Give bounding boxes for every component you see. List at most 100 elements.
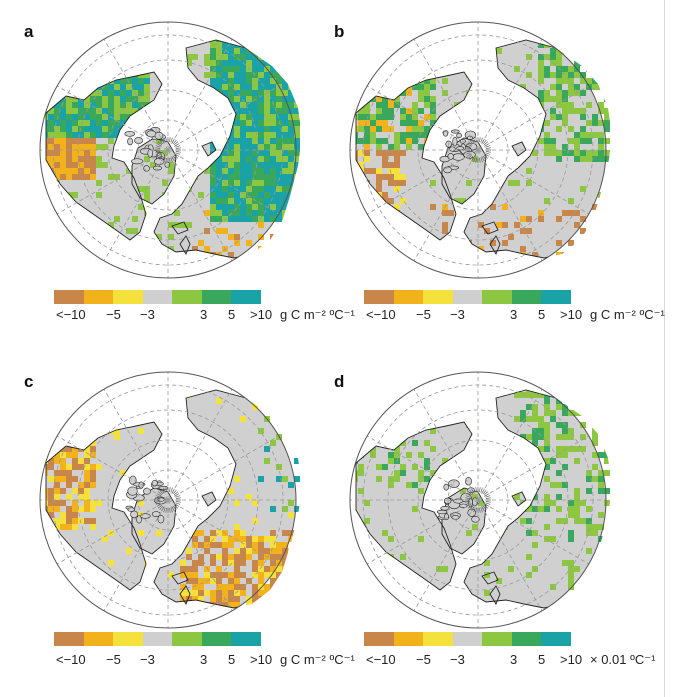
data-cell xyxy=(604,84,610,90)
data-cell xyxy=(114,114,120,120)
meridian-line xyxy=(167,435,280,501)
data-cell xyxy=(90,126,96,132)
data-cell xyxy=(252,18,258,24)
data-cell xyxy=(544,150,550,156)
data-cell xyxy=(556,240,562,246)
data-cell xyxy=(210,168,216,174)
data-cell xyxy=(204,548,210,554)
data-cell xyxy=(66,18,72,24)
data-cell xyxy=(258,542,264,548)
coastline-iceland xyxy=(171,571,189,585)
data-cell xyxy=(180,590,186,596)
data-cell xyxy=(364,590,370,596)
data-cell xyxy=(478,222,484,228)
data-cell xyxy=(234,620,240,626)
data-cell xyxy=(370,114,376,120)
data-cell xyxy=(264,446,270,452)
pole-tick xyxy=(473,507,476,513)
data-cell xyxy=(264,374,270,380)
data-cell xyxy=(288,428,294,434)
data-cell xyxy=(382,30,388,36)
data-cell xyxy=(46,246,48,252)
data-cell xyxy=(72,464,78,470)
data-cell xyxy=(228,54,234,60)
data-cell xyxy=(246,120,252,126)
data-cell xyxy=(412,18,418,24)
data-cell xyxy=(48,18,54,24)
data-cell xyxy=(246,390,252,392)
data-cell xyxy=(592,584,598,590)
data-cell xyxy=(356,42,358,48)
data-cell xyxy=(562,482,568,488)
data-cell xyxy=(568,84,574,90)
pole-tick xyxy=(171,156,175,162)
data-cell xyxy=(538,54,544,60)
data-cell xyxy=(418,470,424,476)
data-cell xyxy=(132,18,138,24)
data-cell xyxy=(48,422,54,428)
data-cell xyxy=(228,234,234,240)
data-cell xyxy=(252,40,258,42)
data-cell xyxy=(264,608,270,614)
data-cell xyxy=(48,108,54,114)
data-cell xyxy=(48,390,54,392)
data-cell xyxy=(550,114,556,120)
data-cell xyxy=(66,506,72,512)
data-cell xyxy=(216,78,222,84)
data-cell xyxy=(526,368,532,374)
data-cell xyxy=(586,392,592,398)
data-cell xyxy=(264,216,270,222)
data-cell xyxy=(270,48,276,54)
data-cell xyxy=(592,48,598,54)
data-cell xyxy=(288,78,294,84)
data-cell xyxy=(574,156,580,162)
data-cell xyxy=(574,392,580,398)
data-cell xyxy=(90,470,96,476)
data-cell xyxy=(282,390,288,392)
data-cell xyxy=(90,24,96,30)
data-cell xyxy=(276,234,282,240)
data-cell xyxy=(168,222,174,228)
data-cell xyxy=(276,66,282,72)
data-cell xyxy=(376,476,382,482)
data-cell xyxy=(90,90,96,96)
data-cell xyxy=(258,560,264,566)
arctic-island xyxy=(448,479,460,488)
data-cell xyxy=(352,270,358,276)
data-cell xyxy=(258,168,264,174)
arctic-island xyxy=(127,486,138,496)
data-cell xyxy=(66,48,72,54)
data-cell xyxy=(544,536,550,542)
data-cell xyxy=(252,186,258,192)
data-cell xyxy=(252,42,258,48)
data-cell xyxy=(90,482,96,488)
data-cell xyxy=(294,614,300,620)
data-cell xyxy=(114,108,120,114)
data-cell xyxy=(216,530,222,536)
data-cell xyxy=(412,464,418,470)
data-cell xyxy=(186,596,192,602)
data-cell xyxy=(282,138,288,144)
data-cell xyxy=(96,144,102,150)
data-cell xyxy=(222,174,228,180)
data-cell xyxy=(198,530,204,536)
data-cell xyxy=(264,72,270,78)
data-cell xyxy=(228,554,234,560)
data-cell xyxy=(346,246,352,252)
data-cell xyxy=(592,440,598,446)
data-cell xyxy=(394,380,400,386)
data-cell xyxy=(358,246,364,252)
data-cell xyxy=(276,132,282,138)
legend-swatch xyxy=(172,632,202,646)
data-cell xyxy=(562,78,568,84)
data-cell xyxy=(544,524,550,530)
coastline-northAmerica xyxy=(45,71,163,241)
arctic-island xyxy=(154,131,164,140)
legend-swatch xyxy=(142,290,172,304)
data-cell xyxy=(532,506,538,512)
data-cell xyxy=(532,404,538,410)
arctic-island xyxy=(443,483,449,491)
data-cell xyxy=(346,36,352,42)
data-cell xyxy=(356,476,358,482)
data-cell xyxy=(216,186,222,192)
